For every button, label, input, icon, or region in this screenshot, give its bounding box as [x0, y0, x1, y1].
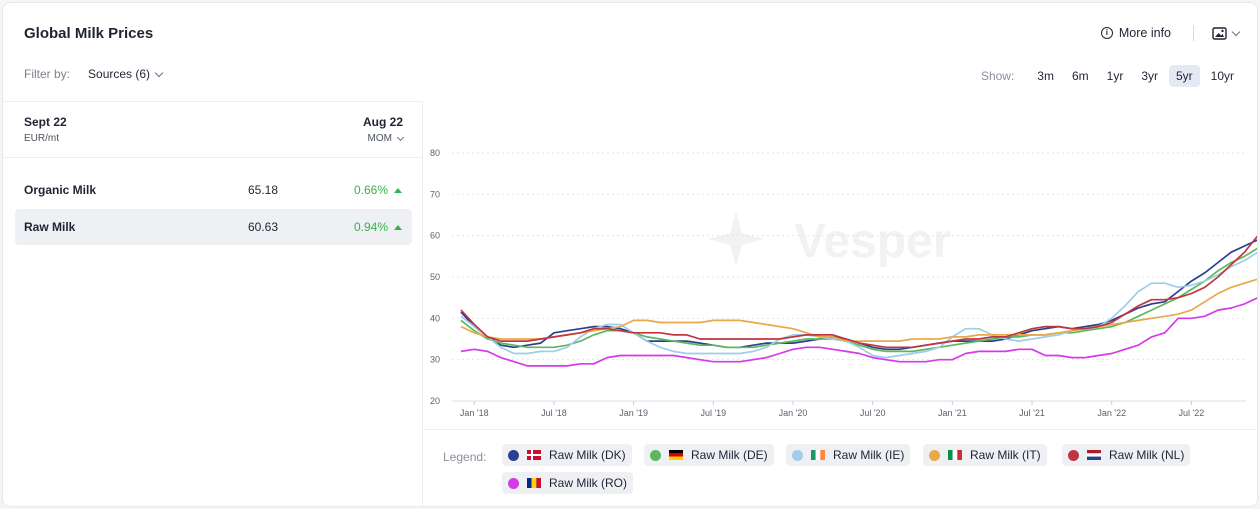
y-tick-label: 60	[430, 231, 440, 241]
summary-panel: Sept 22 EUR/mt Aug 22 MOM Organic Milk 6…	[3, 101, 423, 506]
unit-label: EUR/mt	[24, 133, 59, 144]
more-info-label: More info	[1118, 26, 1171, 40]
legend-item-nl[interactable]: Raw Milk (NL)	[1062, 444, 1191, 466]
legend-label: Legend:	[443, 450, 487, 464]
filter-bar: Filter by: Sources (6)	[24, 67, 164, 81]
summary-row-organic-milk[interactable]: Organic Milk 65.18 0.66%	[15, 172, 412, 208]
legend-item-label: Raw Milk (RO)	[549, 476, 627, 490]
x-tick-label: Jul '22	[1179, 408, 1205, 418]
chevron-down-icon	[396, 133, 405, 141]
page-title: Global Milk Prices	[24, 25, 154, 42]
series-color-dot	[650, 449, 661, 461]
series-line-ie[interactable]	[460, 199, 1258, 359]
row-change-value: 0.94%	[353, 220, 388, 234]
vesper-watermark: Vesper	[708, 211, 951, 268]
x-tick-label: Jul '20	[860, 408, 886, 418]
compare-mode-label: MOM	[367, 133, 392, 144]
series-color-dot	[508, 477, 519, 489]
sources-dropdown[interactable]: Sources (6)	[88, 67, 164, 81]
italy-flag-icon	[948, 450, 962, 460]
legend-item-label: Raw Milk (DE)	[691, 448, 768, 462]
compare-period: Aug 22	[362, 115, 403, 129]
series-color-dot	[508, 449, 519, 461]
x-tick-label: Jan '20	[779, 408, 808, 418]
range-5yr-button[interactable]: 5yr	[1168, 65, 1200, 87]
y-tick-label: 40	[430, 313, 440, 323]
ireland-flag-icon	[811, 450, 825, 460]
range-3m-button[interactable]: 3m	[1037, 69, 1054, 83]
arrow-up-icon	[394, 187, 402, 193]
x-tick-label: Jan '21	[938, 408, 967, 418]
netherlands-flag-icon	[1087, 450, 1101, 460]
denmark-flag-icon	[527, 450, 541, 460]
row-name: Organic Milk	[24, 183, 97, 197]
time-range-selector: Show: 3m 6m 1yr 3yr 5yr 10yr	[981, 65, 1241, 87]
germany-flag-icon	[669, 450, 683, 460]
legend-item-label: Raw Milk (NL)	[1109, 448, 1185, 462]
x-tick-label: Jul '18	[541, 408, 567, 418]
legend-item-it[interactable]: Raw Milk (IT)	[923, 444, 1047, 466]
row-value: 65.18	[248, 183, 279, 197]
legend-item-de[interactable]: Raw Milk (DE)	[644, 444, 774, 466]
chart-svg: Vesper 20 30 40 50 60 70 80 Jan '18 Jul '18 Jan …	[430, 148, 1258, 418]
series-color-dot	[1068, 449, 1079, 461]
series-line-nl[interactable]	[460, 225, 1258, 349]
x-tick-label: Jan '18	[460, 408, 489, 418]
filter-label: Filter by:	[24, 67, 71, 81]
romania-flag-icon	[527, 478, 541, 488]
row-change-value: 0.66%	[353, 183, 388, 197]
show-label: Show:	[980, 69, 1015, 83]
watermark-text: Vesper	[794, 215, 951, 268]
y-tick-label: 50	[430, 272, 440, 282]
x-tick-label: Jul '21	[1019, 408, 1045, 418]
range-3yr-button[interactable]: 3yr	[1141, 69, 1158, 83]
range-6m-button[interactable]: 6m	[1071, 69, 1089, 83]
x-tick-label: Jan '22	[1097, 408, 1126, 418]
y-tick-label: 70	[430, 189, 440, 199]
series-color-dot	[929, 449, 940, 461]
image-icon	[1212, 26, 1227, 40]
row-change: 0.66%	[354, 183, 402, 197]
series-line-ro[interactable]	[460, 256, 1258, 367]
legend-item-label: Raw Milk (IE)	[833, 448, 905, 462]
info-icon: i	[1100, 27, 1113, 39]
arrow-up-icon	[394, 224, 402, 230]
row-value: 60.63	[248, 220, 279, 234]
summary-row-raw-milk[interactable]: Raw Milk 60.63 0.94%	[15, 209, 412, 245]
x-tick-label: Jul '19	[700, 408, 726, 418]
y-tick-label: 80	[430, 148, 440, 158]
compare-mode-dropdown[interactable]: MOM	[367, 133, 405, 144]
row-name: Raw Milk	[24, 220, 76, 234]
export-image-button[interactable]	[1212, 26, 1241, 40]
x-tick-label: Jan '19	[619, 408, 648, 418]
header-actions: i More info	[1100, 25, 1241, 41]
row-change: 0.94%	[354, 220, 402, 234]
legend-item-label: Raw Milk (DK)	[549, 448, 626, 462]
legend-item-dk[interactable]: Raw Milk (DK)	[502, 444, 632, 466]
legend-item-label: Raw Milk (IT)	[970, 448, 1041, 462]
series-line-de[interactable]	[460, 230, 1258, 353]
y-tick-label: 20	[430, 396, 440, 406]
header-divider	[1193, 25, 1194, 41]
chevron-down-icon	[1231, 27, 1241, 36]
legend-item-ro[interactable]: Raw Milk (RO)	[502, 472, 633, 494]
chart-legend: Legend: Raw Milk (DK) Raw Milk (DE) Raw …	[424, 429, 1257, 506]
series-color-dot	[792, 449, 803, 461]
current-period: Sept 22	[24, 115, 67, 129]
chevron-down-icon	[154, 68, 164, 77]
range-10yr-button[interactable]: 10yr	[1210, 69, 1234, 83]
more-info-button[interactable]: i More info	[1100, 26, 1171, 40]
line-chart: Vesper 20 30 40 50 60 70 80 Jan '18 Jul '18 Jan …	[424, 101, 1258, 506]
range-1yr-button[interactable]: 1yr	[1106, 69, 1124, 83]
sources-label: Sources (6)	[88, 67, 151, 81]
y-tick-label: 30	[430, 355, 440, 365]
legend-item-ie[interactable]: Raw Milk (IE)	[786, 444, 911, 466]
summary-header: Sept 22 EUR/mt Aug 22 MOM	[3, 102, 423, 158]
